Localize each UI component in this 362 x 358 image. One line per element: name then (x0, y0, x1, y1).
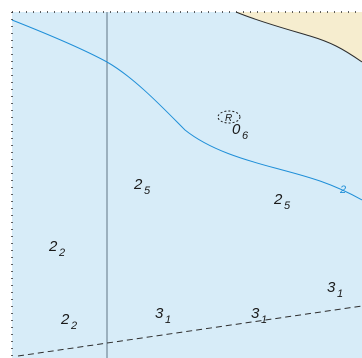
depth-contour-label: 2 (339, 184, 346, 196)
rock-danger-icon (217, 110, 241, 124)
sounding-decimal: 1 (261, 314, 267, 326)
sounding-decimal: 5 (284, 200, 291, 212)
sounding-depth: 2 (48, 238, 58, 255)
sounding-s5: 3 1 (327, 279, 343, 300)
sounding-depth: 2 (60, 311, 70, 328)
coastline (235, 11, 362, 63)
depth-contour-line (11, 19, 362, 201)
sounding-s6: 2 2 (60, 311, 77, 332)
water-area (12, 12, 362, 358)
sounding-decimal: 6 (242, 130, 249, 142)
sounding-s8: 3 1 (251, 305, 267, 326)
land-area (236, 12, 362, 62)
sounding-decimal: 1 (165, 314, 171, 326)
sounding-s2: 2 5 (133, 176, 151, 197)
sounding-depth: 3 (251, 305, 260, 322)
rock-symbol-label: R (225, 113, 232, 124)
dashed-boundary-line (17, 305, 362, 357)
sounding-depth: 2 (273, 191, 283, 208)
sounding-depth: 3 (155, 305, 164, 322)
sounding-decimal: 5 (144, 185, 151, 197)
sounding-decimal: 2 (58, 247, 65, 259)
sounding-depth: 3 (327, 279, 336, 296)
sounding-s7: 3 1 (155, 305, 171, 326)
sounding-decimal: 1 (337, 288, 343, 300)
sounding-s1: 0 6 (232, 121, 249, 142)
sounding-s3: 2 5 (273, 191, 291, 212)
sounding-depth: 0 (232, 121, 241, 138)
sounding-depth: 2 (133, 176, 143, 193)
sounding-decimal: 2 (70, 320, 77, 332)
sounding-s4: 2 2 (48, 238, 65, 259)
